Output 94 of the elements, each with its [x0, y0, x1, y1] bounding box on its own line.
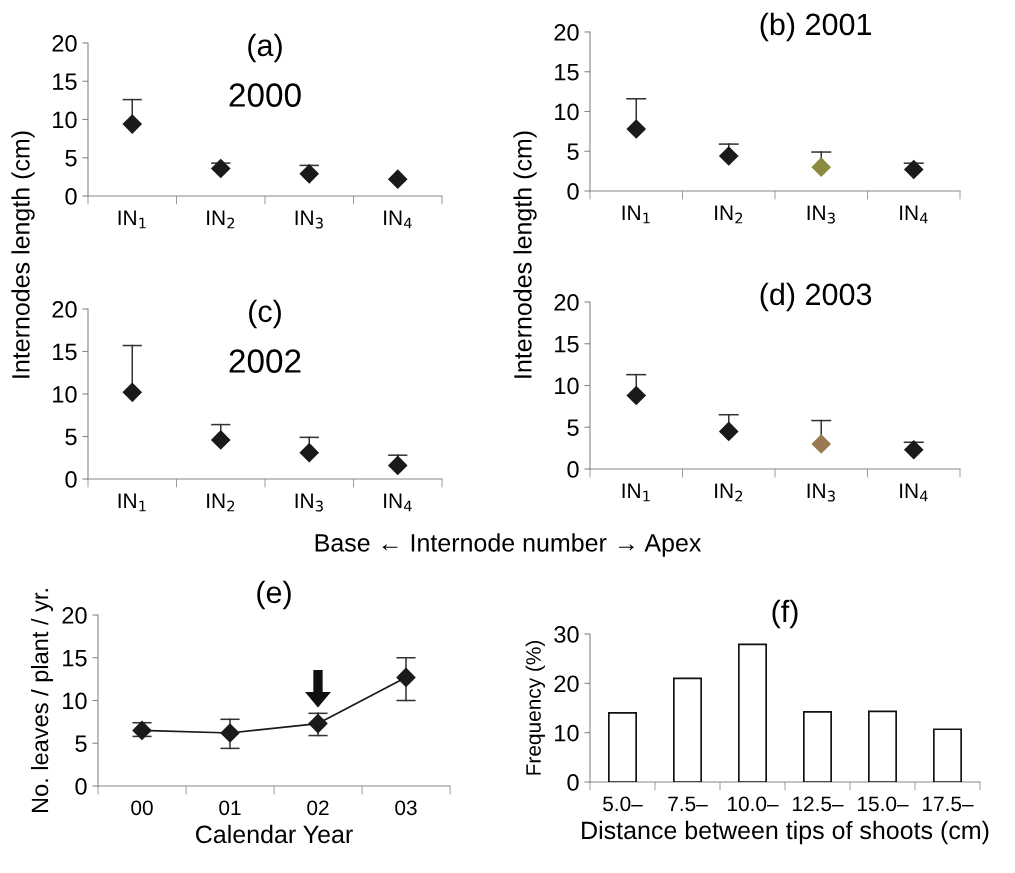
y-tick-label: 15: [53, 73, 77, 91]
bar: [738, 643, 767, 782]
y-tick-label: 30: [554, 626, 579, 643]
y-tick-label: 0: [567, 461, 579, 478]
point: [626, 385, 646, 406]
y-tick-label: 20: [554, 294, 579, 311]
x-tick-label: IN$_{2}$: [207, 493, 235, 512]
x-tick-label: 7.5–: [668, 796, 708, 812]
y-tick-label: 0: [65, 471, 77, 488]
bar: [803, 711, 832, 782]
point: [626, 119, 646, 139]
x-tick-label: 10.0–: [728, 796, 779, 812]
x-axis-title: Base ← Internode number → Apex: [315, 533, 702, 557]
x-axis-title: Calendar Year: [196, 824, 353, 844]
x-tick-label: IN$_{1}$: [118, 210, 146, 229]
x-tick-label: 17.5–: [923, 796, 974, 812]
x-tick-label: IN$_{4}$: [384, 493, 412, 512]
x-tick-label: IN$_{3}$: [295, 210, 323, 229]
x-tick-label: IN$_{3}$: [295, 493, 323, 512]
y-tick-label: 10: [555, 377, 579, 395]
point: [122, 114, 142, 134]
y-tick-label: 0: [567, 183, 579, 200]
y-tick-label: 10: [63, 692, 87, 710]
point: [299, 443, 319, 463]
point: [220, 723, 240, 743]
y-tick-label: 20: [52, 35, 77, 52]
point: [299, 164, 319, 184]
y-tick-label: 0: [65, 188, 77, 205]
x-axis-title: Distance between tips of shoots (cm): [582, 820, 989, 845]
x-tick-label: 12.5–: [793, 796, 844, 812]
y-tick-label: 10: [53, 386, 77, 403]
point: [904, 160, 924, 180]
bar: [868, 710, 897, 782]
y-tick-label: 20: [52, 301, 77, 318]
y-tick-label: 20: [62, 607, 87, 624]
y-tick-label: 5: [567, 143, 579, 161]
point: [811, 157, 831, 177]
y-tick-label: 15: [555, 336, 579, 353]
y-tick-label: 15: [555, 64, 579, 81]
y-tick-label: 5: [65, 150, 77, 167]
y-tick-label: 20: [554, 24, 579, 41]
y-axis-title: No. leaves / plant / yr.: [30, 589, 53, 813]
point: [122, 382, 142, 402]
x-tick-label: IN$_{1}$: [118, 493, 146, 512]
text: 2002: [229, 349, 301, 373]
y-axis-title: Internodes length (cm): [513, 131, 537, 378]
x-tick-label: IN$_{2}$: [715, 483, 743, 502]
x-tick-label: 01: [219, 800, 241, 816]
point: [811, 434, 831, 454]
x-tick-label: 02: [307, 800, 329, 816]
x-tick-label: IN$_{2}$: [207, 210, 235, 229]
point: [388, 169, 408, 189]
x-tick-label: IN$_{1}$: [622, 205, 650, 224]
text: 2000: [229, 83, 301, 107]
x-tick-label: IN$_{3}$: [807, 483, 835, 502]
x-tick-label: IN$_{4}$: [384, 210, 412, 229]
y-tick-label: 0: [75, 778, 87, 795]
chart-title: (e): [257, 580, 291, 610]
point: [211, 158, 231, 178]
x-tick-label: IN$_{3}$: [807, 205, 835, 224]
chart-title: (b) 2001: [760, 12, 872, 42]
point: [719, 421, 739, 441]
bar: [608, 712, 637, 782]
y-tick-label: 10: [53, 111, 77, 129]
y-tick-label: 10: [555, 103, 579, 121]
chart-title: (c): [249, 299, 281, 329]
y-tick-label: 5: [75, 735, 87, 753]
chart-title: (a): [248, 33, 282, 63]
point: [211, 430, 231, 450]
point: [396, 667, 416, 687]
x-tick-label: IN$_{2}$: [715, 205, 743, 224]
x-tick-label: IN$_{4}$: [900, 205, 928, 224]
point: [904, 440, 924, 460]
x-tick-label: IN$_{1}$: [622, 483, 650, 502]
x-tick-label: 5.0–: [603, 796, 643, 812]
chart-title: (f): [772, 599, 798, 629]
y-tick-label: 15: [63, 650, 87, 667]
point: [388, 455, 408, 475]
x-tick-label: IN$_{4}$: [900, 483, 928, 502]
y-tick-label: 15: [53, 343, 77, 361]
bar: [933, 728, 962, 782]
y-tick-label: 20: [554, 675, 579, 693]
bar: [673, 677, 702, 782]
chart-title: (d) 2003: [760, 282, 872, 312]
y-axis-title: Internodes length (cm): [11, 131, 35, 378]
y-tick-label: 0: [567, 774, 579, 791]
x-tick-label: 03: [395, 800, 417, 816]
point: [719, 146, 739, 166]
y-axis-title: Frequency (%): [525, 640, 545, 775]
y-tick-label: 10: [555, 724, 579, 742]
x-tick-label: 15.0–: [858, 796, 909, 812]
y-tick-label: 5: [65, 428, 77, 446]
x-tick-label: 00: [131, 800, 153, 816]
y-tick-label: 5: [567, 419, 579, 437]
